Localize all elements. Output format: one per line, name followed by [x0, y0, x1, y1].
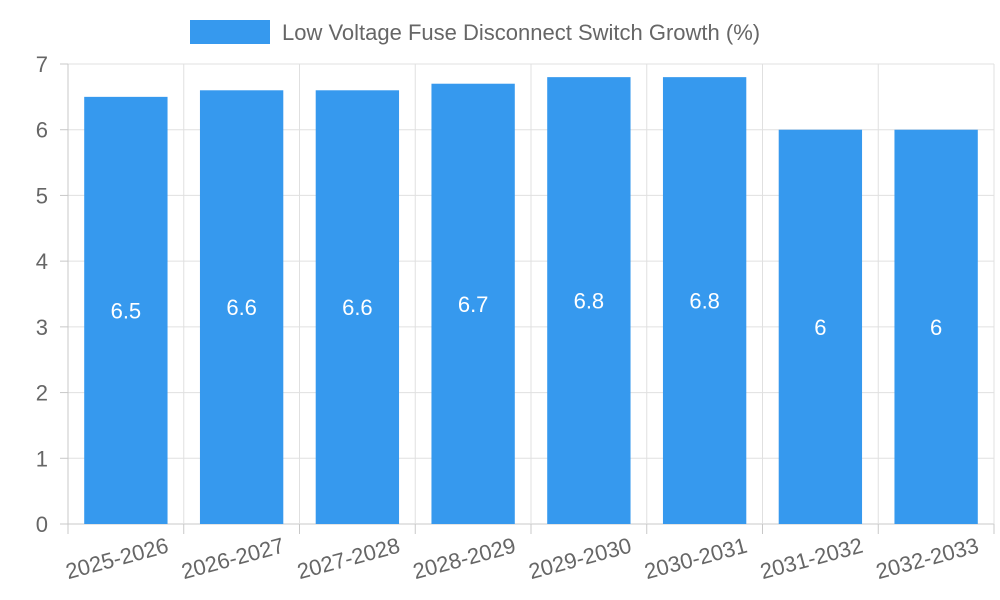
bar	[84, 96, 168, 524]
bar-value-label: 6	[930, 315, 942, 340]
x-tick-label: 2030-2031	[642, 533, 750, 584]
x-tick-label: 2026-2027	[179, 533, 287, 584]
x-tick-label: 2028-2029	[410, 533, 518, 584]
bar	[662, 77, 747, 525]
bar-value-label: 6.7	[458, 292, 489, 317]
bar	[199, 90, 284, 525]
bar	[315, 90, 400, 525]
y-tick-label: 4	[36, 249, 48, 274]
x-tick-label: 2031-2032	[757, 533, 865, 584]
y-tick-label: 5	[36, 183, 48, 208]
x-tick-label: 2027-2028	[294, 533, 402, 584]
bar	[431, 83, 515, 524]
bar-value-label: 6	[814, 315, 826, 340]
bar-value-label: 6.8	[689, 289, 720, 314]
y-tick-label: 6	[36, 118, 48, 143]
y-tick-label: 0	[36, 512, 48, 537]
bar-value-label: 6.6	[226, 295, 257, 320]
bar-value-label: 6.5	[111, 298, 142, 323]
x-tick-label: 2025-2026	[63, 533, 171, 584]
y-tick-label: 3	[36, 315, 48, 340]
bar	[778, 129, 863, 524]
bar-labels: 6.5 6.6 6.6 6.7 6.8 6.8 6 6	[111, 289, 943, 340]
y-tick-label: 1	[36, 446, 48, 471]
y-tick-label: 2	[36, 381, 48, 406]
y-axis: 0 1 2 3 4 5 6 7	[36, 52, 68, 537]
bar	[894, 129, 978, 524]
bar-value-label: 6.6	[342, 295, 373, 320]
bars	[84, 77, 978, 525]
legend: Low Voltage Fuse Disconnect Switch Growt…	[190, 20, 760, 45]
x-tick-label: 2032-2033	[873, 533, 981, 584]
legend-swatch	[190, 20, 270, 44]
legend-label: Low Voltage Fuse Disconnect Switch Growt…	[282, 20, 760, 45]
x-axis: 2025-2026 2026-2027 2027-2028 2028-2029 2029…	[63, 524, 995, 584]
y-tick-label: 7	[36, 52, 48, 77]
bar	[547, 77, 631, 525]
bar-value-label: 6.8	[574, 289, 605, 314]
x-tick-label: 2029-2030	[526, 533, 634, 584]
